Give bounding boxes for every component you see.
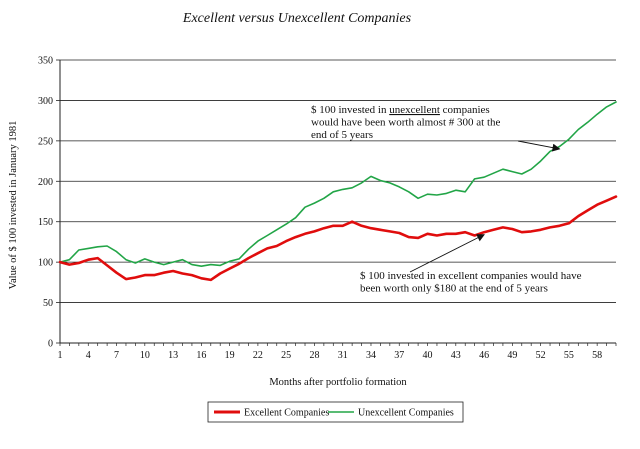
x-tick-label: 31 [338, 350, 348, 361]
x-tick-label: 16 [196, 350, 206, 361]
x-tick-labels: 1 4 7 10 13 16 19 22 25 28 31 34 37 40 43 46 49 52 55 58 [58, 350, 603, 361]
y-tick-label: 300 [38, 96, 53, 107]
series-line-unexcellent [59, 101, 617, 268]
annotation-arrow [409, 234, 485, 273]
annotation-line: been worth only $180 at the end of 5 yea… [360, 283, 548, 295]
y-tick-label: 250 [38, 136, 53, 147]
x-tick-label: 49 [507, 350, 517, 361]
annotation-text: would have been worth almost # 300 at th… [311, 117, 501, 129]
legend-label-unexcellent: Unexcellent Companies [358, 408, 454, 419]
x-tick-label: 52 [536, 350, 546, 361]
x-tick-label: 19 [225, 350, 235, 361]
series-line-excellent [58, 195, 618, 282]
x-axis-label: Months after portfolio formation [269, 377, 407, 388]
series-lines [58, 101, 618, 282]
annotation-excellent: $ 100 invested in excellent companies wo… [360, 234, 582, 295]
x-tick-label: 58 [592, 350, 602, 361]
y-axis-label: Value of $ 100 invested in January 1981 [8, 121, 19, 290]
y-tick-labels: 0 50 100 150 200 250 300 350 [38, 56, 53, 350]
x-tick-label: 40 [423, 350, 433, 361]
legend-label-excellent: Excellent Companies [244, 408, 329, 419]
y-tick-label: 0 [48, 339, 53, 350]
legend: Excellent Companies Unexcellent Companies [207, 401, 464, 423]
x-tick-label: 46 [479, 350, 489, 361]
y-tick-label: 200 [38, 177, 53, 188]
y-tick-label: 150 [38, 217, 53, 228]
annotation-line: would have been worth almost # 300 at th… [311, 117, 501, 129]
x-tick-label: 55 [564, 350, 574, 361]
chart-title: Excellent versus Unexcellent Companies [182, 11, 412, 26]
annotation-line: end of 5 years [311, 129, 373, 141]
axes [59, 60, 617, 346]
x-tick-label: 43 [451, 350, 461, 361]
annotation-text: companies [440, 104, 490, 116]
annotation-line: $ 100 invested in excellent companies wo… [360, 270, 582, 282]
x-tick-label: 28 [309, 350, 319, 361]
x-tick-label: 25 [281, 350, 291, 361]
annotation-unexcellent: $ 100 invested in unexcellent companiesw… [311, 104, 561, 152]
annotation-text: unexcellent [389, 104, 440, 116]
x-tick-label: 13 [168, 350, 178, 361]
x-tick-label: 4 [86, 350, 91, 361]
y-tick-label: 350 [38, 56, 53, 67]
gridlines [56, 59, 616, 344]
y-tick-label: 100 [38, 258, 53, 269]
x-tick-label: 22 [253, 350, 263, 361]
x-tick-label: 37 [394, 350, 404, 361]
annotation-text: end of 5 years [311, 129, 373, 141]
annotation-text: $ 100 invested in excellent companies wo… [360, 270, 582, 282]
annotation-arrow [517, 140, 561, 152]
y-tick-label: 50 [43, 298, 53, 309]
annotation-line: $ 100 invested in unexcellent companies [311, 104, 490, 116]
x-tick-label: 10 [140, 350, 150, 361]
annotation-text: been worth only $180 at the end of 5 yea… [360, 283, 548, 295]
x-tick-label: 1 [58, 350, 63, 361]
annotation-text: $ 100 invested in [311, 104, 389, 116]
x-tick-label: 34 [366, 350, 376, 361]
x-tick-label: 7 [114, 350, 119, 361]
annotations: $ 100 invested in unexcellent companiesw… [311, 104, 582, 295]
